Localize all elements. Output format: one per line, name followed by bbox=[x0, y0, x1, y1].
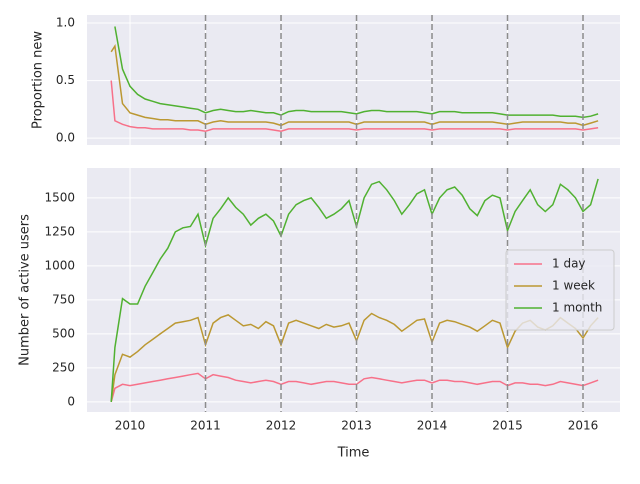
data-line bbox=[114, 26, 599, 119]
x-tick-label: 2010 bbox=[115, 419, 146, 433]
y-axis-label: Number of active users bbox=[18, 214, 33, 366]
y-tick-label: 1500 bbox=[44, 190, 75, 204]
data-line bbox=[110, 43, 599, 127]
x-tick-label: 2011 bbox=[190, 419, 221, 433]
x-tick-label: 2015 bbox=[492, 419, 523, 433]
y-tick-label: 1000 bbox=[44, 258, 75, 272]
data-line bbox=[110, 80, 599, 132]
y-tick-label: 1.0 bbox=[56, 16, 75, 30]
y-tick-label: 0.5 bbox=[56, 73, 75, 87]
y-tick-label: 750 bbox=[52, 292, 75, 306]
data-line bbox=[110, 372, 599, 403]
y-tick-label: 250 bbox=[52, 360, 75, 374]
x-tick-label: 2013 bbox=[341, 419, 372, 433]
x-tick-label: 2016 bbox=[568, 419, 599, 433]
legend-box bbox=[505, 249, 615, 331]
y-tick-label: 1250 bbox=[44, 224, 75, 238]
data-line bbox=[110, 178, 599, 402]
legend-label: 1 month bbox=[552, 301, 602, 315]
legend-label: 1 day bbox=[552, 257, 586, 271]
y-tick-label: 0.0 bbox=[56, 131, 75, 145]
x-axis-label: Time bbox=[337, 446, 370, 461]
y-axis-label: Proportion new bbox=[31, 31, 46, 129]
x-tick-label: 2014 bbox=[417, 419, 448, 433]
legend-label: 1 week bbox=[552, 279, 595, 293]
plot-area bbox=[87, 15, 620, 145]
x-tick-label: 2012 bbox=[266, 419, 297, 433]
y-tick-label: 500 bbox=[52, 326, 75, 340]
legend: 1 day 1 week 1 month bbox=[505, 249, 615, 331]
y-tick-label: 0 bbox=[67, 394, 75, 408]
